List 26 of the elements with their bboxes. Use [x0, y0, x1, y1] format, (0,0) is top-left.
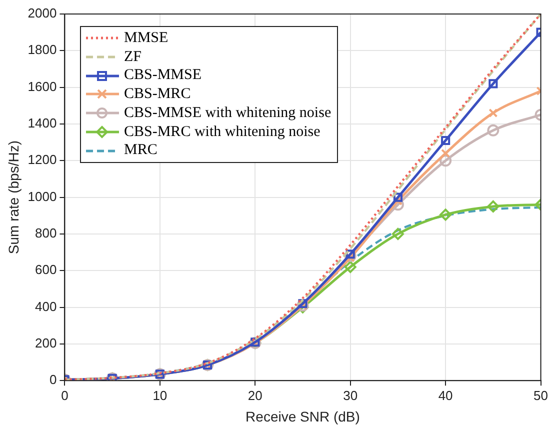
y-tick-label: 1200 [28, 152, 57, 168]
y-axis-title: Sum rate (bps/Hz) [5, 140, 22, 254]
y-tick-label: 1800 [28, 42, 57, 58]
y-tick-label: 2000 [28, 6, 57, 21]
legend-label: MMSE [124, 29, 168, 48]
legend-label: CBS-MMSE [124, 66, 202, 86]
y-tick-label: 200 [35, 336, 57, 351]
x-tick-label: 30 [343, 388, 358, 403]
y-tick-label: 400 [35, 298, 57, 314]
x-tick-label: 10 [152, 388, 168, 403]
x-tick-label: 20 [248, 388, 262, 403]
y-tick-label: 0 [49, 372, 57, 388]
legend-label: CBS-MRC [124, 85, 191, 104]
y-tick-label: 800 [35, 226, 57, 241]
x-tick-label: 0 [61, 388, 68, 403]
legend-label: CBS-MRC with whitening noise [124, 122, 320, 142]
legend-label: CBS-MMSE with whitening noise [124, 104, 332, 123]
y-tick-label: 1600 [28, 78, 57, 94]
y-tick-label: 1000 [28, 188, 57, 204]
y-tick-label: 600 [35, 262, 57, 278]
y-tick-label: 1400 [28, 116, 57, 131]
x-axis-title: Receive SNR (dB) [246, 408, 360, 424]
legend-label: ZF [124, 48, 142, 66]
x-tick-label: 40 [438, 388, 453, 403]
legend-label: MRC [124, 141, 158, 160]
x-tick-label: 50 [534, 388, 548, 403]
